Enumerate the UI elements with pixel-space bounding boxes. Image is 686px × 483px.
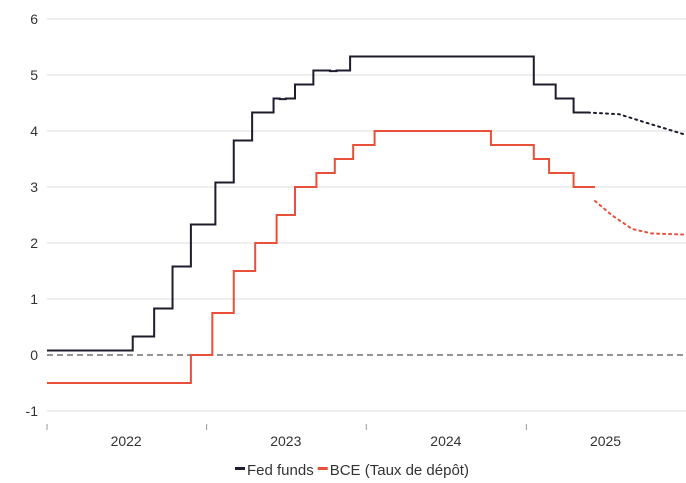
x-tick-label: 2025 — [590, 433, 621, 449]
x-tick-label: 2022 — [111, 433, 142, 449]
legend-label-0: Fed funds — [247, 462, 314, 478]
y-tick-label: 2 — [30, 235, 38, 251]
legend-label-1: BCE (Taux de dépôt) — [330, 462, 469, 478]
series-forecast-0 — [587, 111, 686, 136]
y-axis-ticks: -1 0 1 2 3 4 5 6 — [26, 11, 39, 419]
y-tick-label: -1 — [26, 403, 39, 419]
series-line-0 — [47, 55, 589, 352]
x-tick-label: 2024 — [430, 433, 461, 449]
y-tick-label: 3 — [30, 179, 38, 195]
y-tick-label: 1 — [30, 291, 38, 307]
x-tick-label: 2023 — [270, 433, 301, 449]
series-lines — [47, 55, 686, 384]
series-line-1 — [47, 130, 596, 384]
series-forecast-1 — [594, 200, 686, 236]
x-axis: 2022 2023 2024 2025 — [46, 424, 621, 449]
y-tick-label: 5 — [30, 67, 38, 83]
legend: Fed funds BCE (Taux de dépôt) — [235, 462, 469, 479]
y-tick-label: 6 — [30, 11, 38, 27]
y-tick-label: 4 — [30, 123, 38, 139]
y-tick-label: 0 — [30, 347, 38, 363]
gridlines — [47, 18, 686, 412]
legend-swatch-0 — [235, 467, 245, 470]
legend-swatch-1 — [317, 467, 328, 470]
